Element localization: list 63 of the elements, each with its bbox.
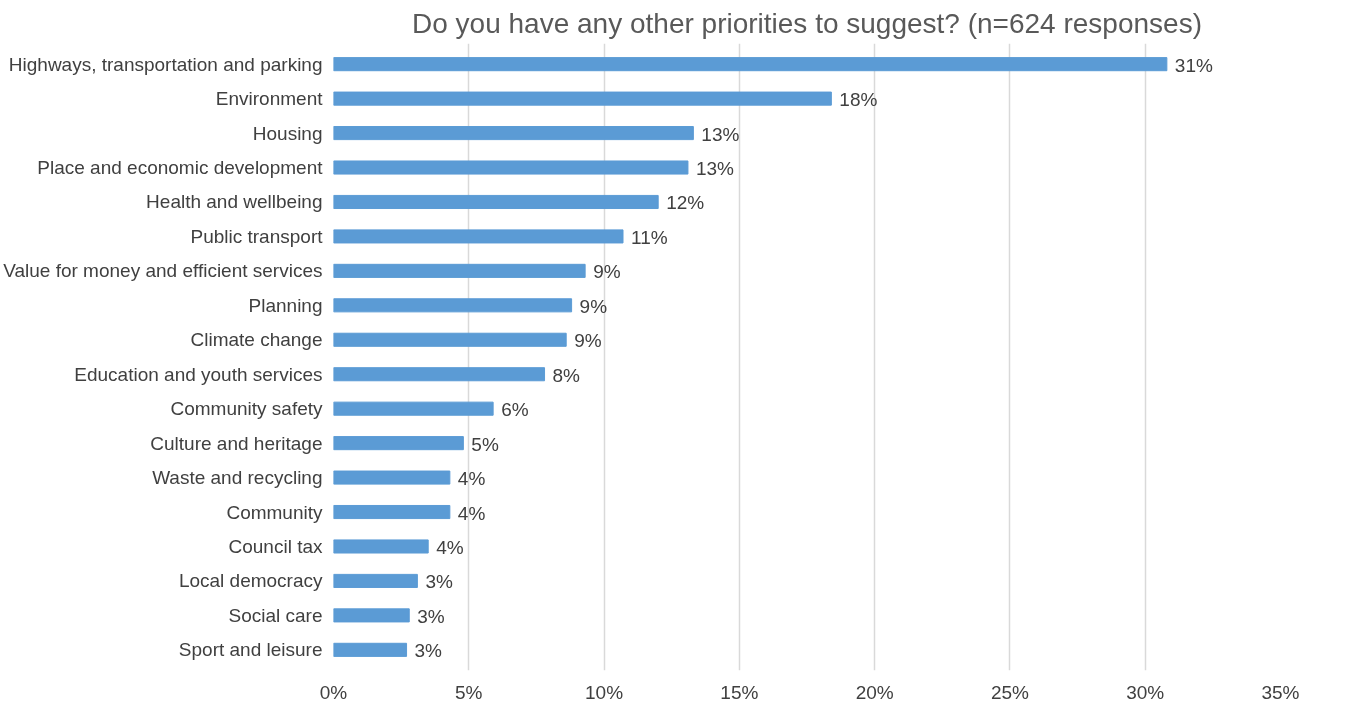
x-tick-label: 20% [855,681,894,703]
y-tick-label: Community [226,501,323,523]
bar [333,160,689,175]
bar [333,642,408,657]
data-label: 4% [457,468,486,490]
bar [333,436,464,451]
bar [333,263,586,278]
x-tick-label: 5% [455,681,483,703]
y-tick-label: Education and youth services [74,363,323,385]
data-label: 4% [436,536,464,558]
y-tick-label: Highways, transportation and parking [8,53,323,75]
bar [333,470,451,485]
y-tick-label: Waste and recycling [152,467,323,489]
data-label: 9% [574,330,602,352]
y-tick-label: Sport and leisure [178,639,323,661]
bar [333,608,410,623]
data-label: 13% [701,123,740,145]
y-tick-label: Housing [252,122,323,144]
x-tick-label: 0% [319,681,348,703]
bar [333,194,659,210]
chart-title: Do you have any other priorities to suggest? (n=624 responses) [412,7,1202,39]
x-tick-label: 25% [990,681,1030,703]
data-label: 9% [593,261,621,283]
y-tick-label: Council tax [228,535,323,557]
data-label: 31% [1174,54,1213,76]
x-tick-label: 30% [1126,681,1165,703]
bar [333,298,573,313]
y-tick-label: Social care [228,604,323,626]
bar [333,229,624,244]
bar [333,504,451,520]
y-tick-label: Place and economic development [37,157,324,179]
data-label: 3% [417,605,445,627]
x-tick-label: 35% [1261,681,1300,703]
bar [333,126,694,141]
y-tick-label: Health and wellbeing [146,191,323,213]
y-tick-label: Value for money and efficient services [3,260,323,282]
bar [333,539,429,554]
bar [333,91,832,106]
bar [333,401,494,416]
data-label: 18% [839,89,878,111]
data-label: 9% [579,295,608,317]
bar [333,57,1168,72]
x-tick-label: 15% [720,681,759,703]
bar [333,573,418,588]
y-tick-label: Community safety [170,398,323,420]
bar [333,332,567,347]
data-label: 3% [414,640,443,662]
y-tick-label: Public transport [190,225,324,247]
data-label: 13% [695,158,735,180]
y-tick-label: Planning [248,294,323,316]
y-tick-label: Culture and heritage [150,432,323,454]
data-label: 4% [457,502,486,524]
y-tick-label: Environment [215,88,324,110]
data-label: 12% [666,192,705,214]
data-label: 8% [552,364,581,386]
data-label: 6% [501,399,529,421]
data-label: 5% [471,433,499,455]
x-tick-label: 10% [585,681,624,703]
data-label: 3% [425,571,453,593]
y-tick-label: Climate change [190,329,323,351]
data-label: 11% [631,226,668,248]
bar [333,367,546,382]
y-tick-label: Local democracy [178,570,323,592]
